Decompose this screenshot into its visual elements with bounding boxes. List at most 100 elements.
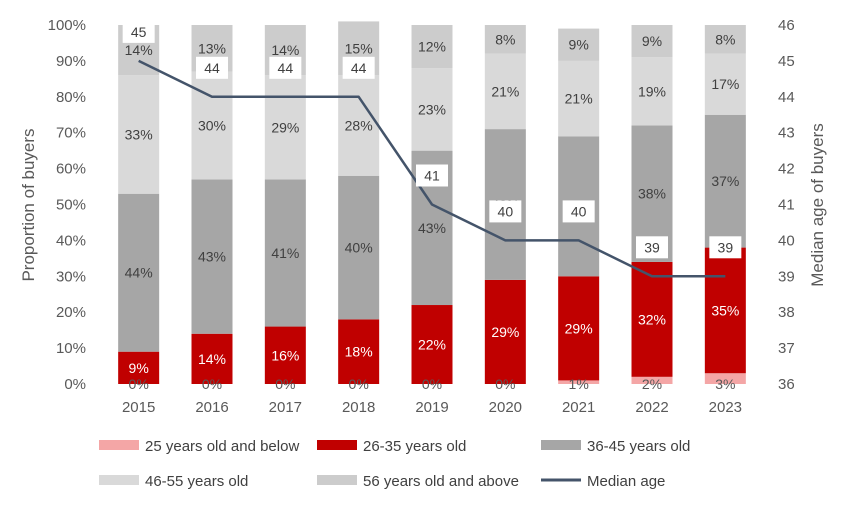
bar-segment	[558, 276, 600, 381]
bar-segment	[338, 319, 380, 384]
y-tick-label: 20%	[56, 304, 86, 321]
bar-segment	[631, 261, 673, 377]
legend-label: 56 years old and above	[363, 473, 519, 490]
bar-segment	[118, 193, 160, 352]
median-label: 39	[644, 239, 660, 255]
bar-segment	[338, 75, 380, 176]
y2-tick-label: 42	[778, 161, 795, 178]
bar-segment	[558, 380, 600, 384]
bar-segment-label: 44%	[125, 265, 153, 281]
x-tick-label: 2017	[269, 399, 302, 416]
bar-segment	[411, 68, 453, 151]
y-tick-label: 80%	[56, 89, 86, 106]
y-tick-label: 10%	[56, 340, 86, 357]
median-label-box	[122, 20, 155, 43]
y-tick-label: 50%	[56, 197, 86, 214]
bar-segment-label: 29%	[565, 320, 593, 336]
y-axis-ticks: 0% 10% 20% 30% 40% 50% 60% 70% 80% 90% 100%	[48, 17, 86, 393]
median-label: 41	[424, 168, 440, 184]
y2-tick-label: 41	[778, 197, 795, 214]
median-label-box	[489, 200, 522, 223]
median-label-box	[269, 56, 302, 79]
bar-segment-label: 22%	[418, 337, 446, 353]
median-label: 44	[351, 60, 367, 76]
bar-segment-label: 14%	[271, 42, 299, 58]
bar-segment	[704, 53, 746, 115]
x-tick-label: 2018	[342, 399, 375, 416]
bar-segment	[484, 25, 526, 54]
x-tick-label: 2015	[122, 399, 155, 416]
bar-segment	[704, 114, 746, 248]
bar-segment-label: 32%	[638, 311, 666, 327]
y2-tick-label: 44	[778, 89, 795, 106]
bar-segment-label: 28%	[345, 118, 373, 134]
bar-segment-label: 37%	[711, 173, 739, 189]
bar-segment-label: 18%	[345, 344, 373, 360]
bar-segment-label: 17%	[711, 76, 739, 92]
bar-segment	[411, 305, 453, 384]
bar-segment	[264, 326, 306, 384]
median-label-box	[562, 200, 595, 223]
y-axis-title: Proportion of buyers	[19, 128, 38, 281]
median-age-series	[138, 59, 726, 278]
bar-segment-label: 8%	[715, 31, 735, 47]
y2-axis-ticks: 36 37 38 39 40 41 42 43 44 45 46	[778, 17, 795, 393]
y2-tick-label: 40	[778, 232, 795, 249]
legend-label: 46-55 years old	[145, 473, 248, 490]
bar-segment-label: 12%	[418, 39, 446, 55]
bar-segment-label: 41%	[271, 245, 299, 261]
y-tick-label: 70%	[56, 125, 86, 142]
bar-segment	[484, 53, 526, 130]
median-label-box	[709, 236, 742, 259]
median-label-box	[342, 56, 375, 79]
x-tick-label: 2016	[195, 399, 228, 416]
legend-label: 26-35 years old	[363, 438, 466, 455]
legend-swatch	[99, 475, 139, 485]
y-tick-label: 90%	[56, 53, 86, 70]
y2-tick-label: 38	[778, 304, 795, 321]
median-label: 44	[204, 60, 220, 76]
legend-label: 36-45 years old	[587, 438, 690, 455]
bar-segment-label: 1%	[569, 376, 589, 392]
bar-segment	[704, 373, 746, 384]
bar-segment-label: 30%	[198, 118, 226, 134]
x-tick-label: 2020	[489, 399, 522, 416]
bar-segment	[631, 57, 673, 126]
bar-segment-label: 9%	[569, 37, 589, 53]
bar-segment	[338, 175, 380, 320]
y2-tick-label: 45	[778, 53, 795, 70]
bar-segment-label: 3%	[715, 376, 735, 392]
bar-segment	[631, 25, 673, 58]
legend-swatch	[99, 440, 139, 450]
bar-segment-label: 0%	[129, 376, 149, 392]
bar-segment	[558, 28, 600, 61]
bar-segment	[118, 351, 160, 384]
legend-label: Median age	[587, 473, 665, 490]
legend: 25 years old and below 26-35 years old 36-…	[99, 438, 690, 490]
bar-segment-label: 29%	[271, 119, 299, 135]
bar-segment-label: 16%	[271, 347, 299, 363]
bar-segment	[191, 179, 233, 334]
bar-segment	[704, 247, 746, 374]
bar-segment	[191, 333, 233, 384]
bar-segment-label: 2%	[642, 376, 662, 392]
median-label: 44	[278, 60, 294, 76]
x-tick-label: 2023	[709, 399, 742, 416]
y-tick-label: 30%	[56, 268, 86, 285]
x-tick-label: 2021	[562, 399, 595, 416]
y-tick-label: 60%	[56, 161, 86, 178]
bar-segment-label: 14%	[125, 42, 153, 58]
bar-segment	[484, 279, 526, 384]
bar-segment-label: 43%	[198, 249, 226, 265]
bar-segment-label: 9%	[129, 360, 149, 376]
bar-segment-label: 21%	[491, 83, 519, 99]
bar-segment-label: 33%	[125, 126, 153, 142]
y2-tick-label: 43	[778, 125, 795, 142]
median-label: 45	[131, 24, 147, 40]
bar-segment	[118, 75, 160, 194]
median-label-box	[416, 164, 448, 187]
bar-segment-label: 23%	[418, 101, 446, 117]
bar-segment	[631, 376, 673, 384]
bar-segment-label: 0%	[495, 376, 515, 392]
y-tick-label: 40%	[56, 232, 86, 249]
